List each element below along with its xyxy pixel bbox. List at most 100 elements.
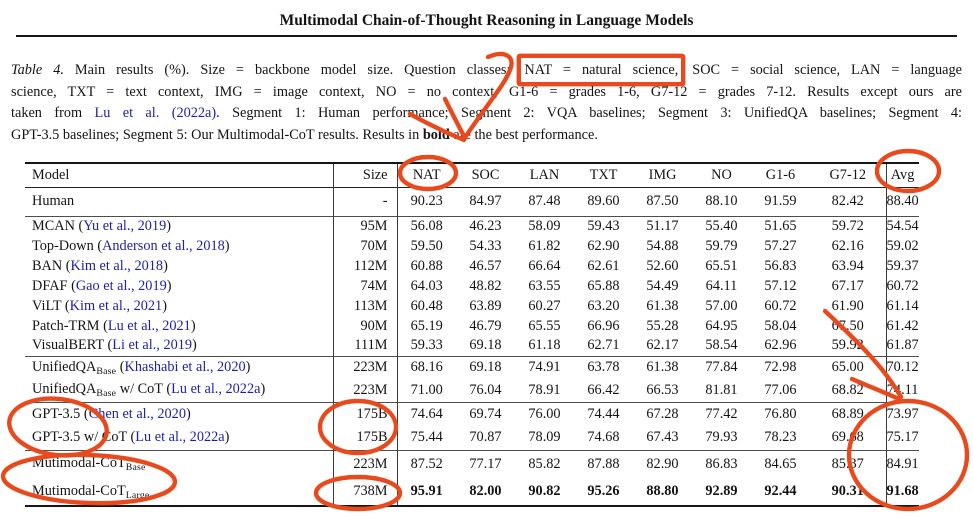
cell-model: MCAN (Yu et al., 2019) — [25, 216, 333, 236]
citation-link[interactable]: Chen et al., 2020 — [88, 405, 186, 422]
model-name: MCAN ( — [32, 217, 84, 234]
cell-g7-12: 61.90 — [831, 297, 864, 314]
cell-no: 64.95 — [705, 317, 738, 334]
cell-txt: 89.60 — [587, 193, 620, 209]
model-name: ( — [80, 405, 89, 422]
cell-lan: 74.91 — [528, 359, 561, 376]
citation-link[interactable]: Gao et al., 2019 — [75, 277, 167, 294]
cell-g7-12: 59.72 — [831, 217, 864, 234]
caption-text: taken from — [11, 105, 95, 121]
cell-g7-12: 63.94 — [831, 257, 864, 274]
model-subscript: Base — [96, 365, 117, 377]
cell-g7-12: 68.82 — [831, 381, 864, 398]
cell-lan: 78.91 — [528, 381, 561, 398]
cell-g1-6: 77.06 — [764, 381, 797, 398]
col-header-avg: Avg — [885, 163, 919, 187]
cell-avg: 88.40 — [885, 187, 919, 216]
model-name: Mutimodal-CoT — [32, 482, 126, 499]
model-name: w/ CoT ( — [116, 381, 172, 398]
cell-lan: 76.00 — [528, 405, 561, 422]
cell-model: BAN (Kim et al., 2018) — [25, 256, 333, 276]
cell-lan: 78.09 — [528, 429, 561, 446]
cell-nat: 87.52 — [410, 455, 443, 472]
citation-link[interactable]: Kim et al., 2018 — [70, 257, 164, 274]
cell-model: GPT-3.5 (Chen et al., 2020) — [25, 402, 333, 426]
cell-size: 90M — [332, 316, 398, 336]
title-rule — [16, 35, 957, 37]
cell-txt: 95.26 — [587, 483, 620, 499]
cell-g7-12: 62.16 — [831, 237, 864, 254]
col-header-lan: LAN — [529, 166, 560, 183]
cell-g7-12: 67.17 — [831, 277, 864, 294]
col-header-size: Size — [332, 163, 398, 187]
table-row: BAN (Kim et al., 2018) 112M 60.88 46.57 66.6… — [25, 256, 919, 276]
caption-text: Table 4. — [11, 62, 64, 78]
cell-g1-6: 92.44 — [764, 483, 797, 499]
cell-img: 61.38 — [646, 297, 679, 314]
cell-txt: 63.20 — [587, 297, 620, 314]
model-name: Mutimodal-CoT — [32, 455, 126, 472]
col-header-g1-6: G1-6 — [765, 166, 796, 183]
cell-size: - — [332, 187, 398, 216]
cell-img: 54.88 — [646, 237, 679, 254]
model-name: ) — [190, 317, 196, 334]
model-name: GPT-3.5 — [32, 405, 81, 422]
caption-line: Table 4. Main results (%). Size = backbo… — [11, 60, 962, 82]
header-row: Model Size NAT SOC LAN TXT IMG NO G1-6 G7-12 Avg — [25, 163, 919, 187]
citation-link[interactable]: Lu et al., 2021 — [107, 317, 191, 334]
citation-link[interactable]: Lu et al. (2022a) — [94, 105, 217, 121]
model-name: Top-Down ( — [32, 237, 103, 254]
caption-text: SOC = social science, LAN = language — [681, 62, 962, 78]
cell-g1-6: 78.23 — [764, 429, 797, 446]
cell-avg: 91.68 — [885, 478, 919, 506]
cell-model: Top-Down (Anderson et al., 2018) — [25, 236, 333, 256]
cell-model: Mutimodal-CoTBase — [25, 450, 333, 478]
cell-model: Patch-TRM (Lu et al., 2021) — [25, 316, 333, 336]
results-table: Model Size NAT SOC LAN TXT IMG NO G1-6 G7-12 Avg Hu… — [25, 162, 919, 507]
cell-nat: 56.08 — [410, 217, 443, 234]
cell-nat: 60.88 — [410, 257, 443, 274]
cell-avg: 73.97 — [885, 402, 919, 426]
table-row: GPT-3.5 (Chen et al., 2020) 175B 74.64 69.7… — [25, 402, 919, 426]
model-name: ) — [260, 381, 266, 398]
citation-link[interactable]: Anderson et al., 2018 — [102, 237, 225, 254]
cell-txt: 59.43 — [587, 217, 620, 234]
cell-no: 88.10 — [705, 193, 738, 209]
cell-soc: 54.33 — [469, 237, 502, 254]
cell-g1-6: 51.65 — [764, 217, 797, 234]
cell-g1-6: 84.65 — [764, 455, 797, 472]
cell-g1-6: 58.04 — [764, 317, 797, 334]
cell-avg: 54.54 — [885, 216, 919, 236]
cell-g7-12: 90.31 — [831, 483, 864, 499]
cell-soc: 69.74 — [469, 405, 502, 422]
cell-no: 55.40 — [705, 217, 738, 234]
cell-g1-6: 72.98 — [764, 359, 797, 376]
citation-link[interactable]: Yu et al., 2019 — [83, 217, 167, 234]
caption-line: taken from Lu et al. (2022a). Segment 1:… — [11, 103, 962, 125]
cell-avg: 61.42 — [885, 316, 919, 336]
cell-g1-6: 62.96 — [764, 337, 797, 354]
citation-link[interactable]: Lu et al., 2022a — [171, 381, 261, 398]
citation-link[interactable]: Kim et al., 2021 — [69, 297, 163, 314]
table-row: DFAF (Gao et al., 2019) 74M 64.03 48.82 63.5… — [25, 276, 919, 296]
cell-no: 59.79 — [705, 237, 738, 254]
citation-link[interactable]: Li et al., 2019 — [112, 337, 193, 354]
cell-g7-12: 67.50 — [831, 317, 864, 334]
table-row: Top-Down (Anderson et al., 2018) 70M 59.50… — [25, 236, 919, 256]
model-name: GPT-3.5 — [32, 429, 81, 446]
table-caption: Table 4. Main results (%). Size = backbo… — [11, 60, 962, 146]
cell-lan: 63.55 — [528, 277, 561, 294]
caption-text: . Segment 1: Human performance; Segment … — [216, 105, 962, 121]
cell-no: 77.42 — [705, 405, 738, 422]
cell-no: 64.11 — [705, 277, 738, 294]
table-row: VisualBERT (Li et al., 2019) 111M 59.33 69.… — [25, 336, 919, 356]
caption-text: Main results (%). Size = backbone model … — [63, 62, 522, 78]
citation-link[interactable]: Khashabi et al., 2020 — [124, 358, 246, 375]
cell-avg: 61.14 — [885, 296, 919, 316]
col-header-soc: SOC — [471, 166, 500, 183]
cell-lan: 58.09 — [528, 217, 561, 234]
citation-link[interactable]: Lu et al., 2022a — [135, 429, 225, 446]
cell-g7-12: 82.42 — [831, 193, 864, 209]
cell-img: 66.53 — [646, 381, 679, 398]
cell-g1-6: 91.59 — [764, 193, 797, 209]
